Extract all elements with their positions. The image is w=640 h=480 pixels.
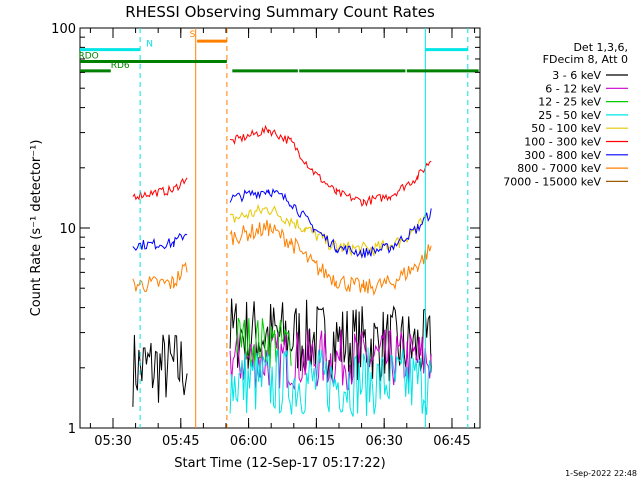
legend-label-6: 300 - 800 keV: [524, 149, 601, 162]
flag-label-rd6: RD6: [111, 61, 130, 71]
series-line-1-seg-0: [229, 329, 432, 391]
legend-label-2: 12 - 25 keV: [538, 96, 601, 109]
y-tick-label-2: 100: [51, 22, 76, 37]
x-axis-label: Start Time (12-Sep-17 05:17:22): [174, 456, 385, 471]
x-tick-label-4: 06:30: [365, 434, 402, 449]
x-tick-label-5: 06:45: [433, 434, 470, 449]
series-line-0-seg-0: [132, 334, 188, 407]
series-line-5-seg-0: [132, 177, 188, 201]
footer-timestamp: 1-Sep-2022 22:48: [565, 469, 637, 478]
y-axis-label: Count Rate (s⁻¹ detector⁻¹): [29, 140, 44, 317]
x-tick-label-1: 05:45: [162, 434, 199, 449]
legend-label-1: 6 - 12 keV: [545, 82, 601, 95]
series-line-4-seg-0: [229, 203, 428, 257]
series-line-7-seg-0: [132, 261, 188, 293]
x-tick-label-0: 05:30: [94, 434, 131, 449]
series-line-3-seg-0: [229, 347, 432, 417]
legend-label-3: 25 - 50 keV: [538, 109, 601, 122]
series-line-2-seg-0: [236, 317, 292, 368]
legend-header-1: FDecim 8, Att 0: [543, 53, 628, 66]
x-tick-label-3: 06:15: [298, 434, 335, 449]
y-tick-label-0: 1: [68, 422, 76, 437]
series-line-7-seg-1: [229, 219, 432, 297]
y-tick-label-1: 10: [59, 222, 76, 237]
legend-label-5: 100 - 300 keV: [524, 136, 601, 149]
series-line-5-seg-1: [229, 124, 432, 207]
flag-label-rdo: RDO: [78, 51, 98, 61]
chart-title: RHESSI Observing Summary Count Rates: [125, 3, 435, 21]
plot-area: N S RDO RD6 05:30 05:45 06:00 06:15 06:30 06:45 1 1…: [51, 22, 481, 449]
series-line-6-seg-1: [229, 188, 432, 259]
legend-label-7: 800 - 7000 keV: [517, 162, 601, 175]
flag-label-n: N: [146, 40, 153, 50]
x-tick-label-2: 06:00: [230, 434, 267, 449]
legend-label-8: 7000 - 15000 keV: [503, 175, 601, 188]
legend-label-4: 50 - 100 keV: [531, 122, 601, 135]
legend-header-0: Det 1,3,6,: [573, 41, 628, 54]
flag-label-s: S: [190, 30, 196, 40]
legend-label-0: 3 - 6 keV: [552, 69, 601, 82]
series-line-6-seg-0: [132, 232, 188, 252]
